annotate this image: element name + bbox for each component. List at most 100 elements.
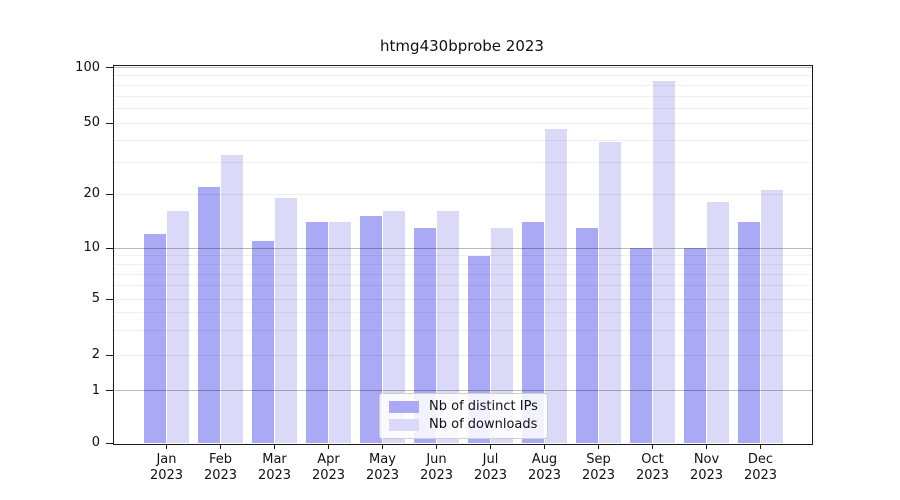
x-tick-year: 2023 <box>149 468 184 483</box>
chart-title: htmg430bprobe 2023 <box>380 37 544 55</box>
x-tick-mar <box>274 444 275 449</box>
legend-label-downloads: Nb of downloads <box>429 417 538 432</box>
minor-gridline-6 <box>114 285 812 287</box>
x-tick-month: Jun <box>426 452 447 467</box>
y-tick-0 <box>106 442 113 444</box>
x-tick-label-oct: Oct 2023 <box>625 452 681 484</box>
x-tick-oct <box>652 444 653 449</box>
x-tick-jul <box>490 444 491 449</box>
x-tick-year: 2023 <box>365 468 400 483</box>
x-tick-label-may: May 2023 <box>355 452 411 484</box>
minor-gridline-3 <box>114 329 812 331</box>
y-tick-20 <box>106 193 113 195</box>
bar-nov-downloads <box>706 202 729 443</box>
gridline-5 <box>114 298 812 300</box>
gridline-2 <box>114 354 812 356</box>
gridline-20 <box>114 193 812 195</box>
minor-gridline-90 <box>114 75 812 77</box>
y-tick-label-100: 100 <box>75 59 100 75</box>
gridline-100 <box>114 67 812 68</box>
legend-swatch-downloads <box>389 418 419 431</box>
bar-jun-downloads <box>436 211 459 443</box>
x-tick-year: 2023 <box>203 468 238 483</box>
x-tick-label-mar: Mar 2023 <box>247 452 303 484</box>
minor-gridline-4 <box>114 312 812 314</box>
minor-gridline-70 <box>114 95 812 97</box>
bar-sep-downloads <box>598 142 621 443</box>
y-tick-label-10: 10 <box>83 240 100 255</box>
bar-mar-downloads <box>274 197 297 443</box>
x-tick-aug <box>544 444 545 449</box>
x-tick-month: Oct <box>641 452 664 467</box>
x-tick-feb <box>220 444 221 449</box>
bar-jan-downloads <box>166 211 189 443</box>
x-tick-apr <box>328 444 329 449</box>
gridline-1 <box>114 390 812 391</box>
y-tick-1 <box>106 390 113 391</box>
x-tick-year: 2023 <box>581 468 616 483</box>
x-tick-month: Feb <box>208 452 233 467</box>
gridline-50 <box>114 122 812 124</box>
y-tick-2 <box>106 354 113 356</box>
bar-may-distinct-ips <box>360 216 383 443</box>
x-tick-label-dec: Dec 2023 <box>733 452 789 484</box>
bar-oct-distinct-ips <box>630 248 653 443</box>
y-tick-100 <box>106 67 113 68</box>
x-tick-year: 2023 <box>419 468 454 483</box>
x-tick-may <box>382 444 383 449</box>
x-tick-dec <box>760 444 761 449</box>
bar-jan-distinct-ips <box>144 233 167 443</box>
minor-gridline-80 <box>114 84 812 86</box>
x-tick-nov <box>706 444 707 449</box>
minor-gridline-30 <box>114 162 812 164</box>
x-tick-month: Jan <box>156 452 177 467</box>
plot-area: Nb of distinct IPs Nb of downloads 0 1 2 5 1… <box>75 60 813 483</box>
bar-apr-distinct-ips <box>306 221 329 443</box>
y-tick-label-1: 1 <box>91 382 100 398</box>
y-tick-label-5: 5 <box>91 291 100 306</box>
x-tick-label-aug: Aug 2023 <box>517 452 573 484</box>
bar-nov-distinct-ips <box>684 248 707 443</box>
y-tick-50 <box>106 122 113 124</box>
gridline-10 <box>114 247 812 249</box>
minor-gridline-40 <box>114 139 812 141</box>
x-tick-month: Jul <box>482 452 499 467</box>
x-tick-label-jan: Jan 2023 <box>139 452 195 484</box>
bar-jul-downloads <box>490 227 513 443</box>
x-tick-month: Sep <box>586 452 611 467</box>
bar-feb-distinct-ips <box>198 186 221 443</box>
bar-apr-downloads <box>328 221 351 443</box>
x-tick-label-jul: Jul 2023 <box>463 452 519 484</box>
bar-may-downloads <box>382 211 405 443</box>
x-tick-year: 2023 <box>689 468 724 483</box>
x-tick-month: Aug <box>531 452 558 467</box>
legend-swatch-distinct-ips <box>389 400 419 413</box>
x-tick-year: 2023 <box>635 468 670 483</box>
y-tick-label-0: 0 <box>91 435 100 450</box>
y-tick-label-50: 50 <box>83 115 100 130</box>
bar-feb-downloads <box>220 155 243 443</box>
x-tick-sep <box>598 444 599 449</box>
x-tick-label-feb: Feb 2023 <box>193 452 249 484</box>
x-tick-month: Mar <box>262 452 287 467</box>
bar-sep-distinct-ips <box>576 227 599 443</box>
x-tick-jun <box>436 444 437 449</box>
x-tick-month: Dec <box>747 452 774 467</box>
x-tick-month: Apr <box>317 452 340 467</box>
minor-gridline-60 <box>114 107 812 109</box>
y-tick-label-20: 20 <box>83 186 100 201</box>
x-tick-jan <box>166 444 167 449</box>
minor-gridline-9 <box>114 255 812 257</box>
minor-gridline-7 <box>114 273 812 275</box>
bar-aug-distinct-ips <box>522 221 545 443</box>
x-tick-year: 2023 <box>473 468 508 483</box>
bar-jun-distinct-ips <box>414 227 437 443</box>
x-tick-label-nov: Nov 2023 <box>679 452 735 484</box>
x-tick-label-apr: Apr 2023 <box>301 452 357 484</box>
bar-dec-distinct-ips <box>738 221 761 443</box>
x-tick-year: 2023 <box>743 468 778 483</box>
minor-gridline-8 <box>114 263 812 265</box>
y-tick-label-2: 2 <box>91 347 100 362</box>
x-tick-month: May <box>369 452 396 467</box>
